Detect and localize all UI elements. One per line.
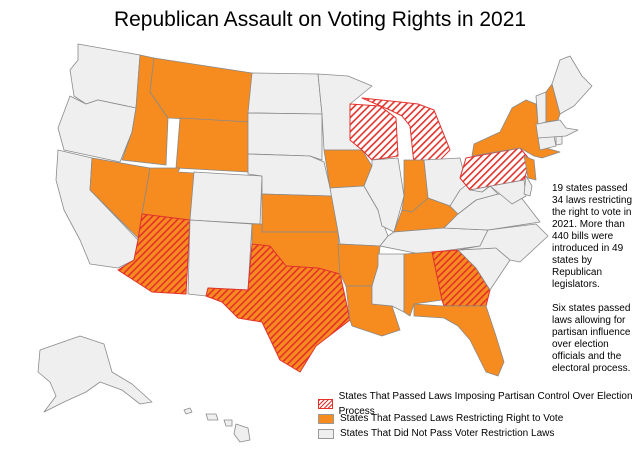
state-hawaii-island-1 xyxy=(183,407,193,415)
state-colorado xyxy=(189,171,263,225)
legend-label-restricting: States That Passed Laws Restricting Righ… xyxy=(340,413,564,424)
legend-swatch-none xyxy=(318,428,334,439)
sidebar-notes: 19 states passed 34 laws restricting the… xyxy=(552,183,638,387)
state-north-carolina xyxy=(457,223,549,263)
state-hawaii-island-2 xyxy=(205,413,219,421)
state-wisconsin xyxy=(349,103,399,161)
state-hawaii-island-3 xyxy=(223,419,233,427)
state-texas xyxy=(205,243,351,373)
state-utah xyxy=(141,167,195,221)
state-maine xyxy=(551,55,593,115)
state-south-dakota xyxy=(247,112,323,161)
legend-item-none: States That Did Not Pass Voter Restricti… xyxy=(318,426,640,441)
state-hawaii-island-4 xyxy=(233,423,251,443)
map-legend: States That Passed Laws Imposing Partisa… xyxy=(318,391,640,441)
state-illinois xyxy=(363,157,405,233)
state-rhode-island xyxy=(555,135,563,146)
sidebar-paragraph-1: 19 states passed 34 laws restricting the… xyxy=(552,183,633,290)
legend-swatch-partisan xyxy=(318,398,333,409)
state-north-dakota xyxy=(247,72,323,115)
state-vermont xyxy=(535,91,547,125)
state-alaska xyxy=(37,335,153,413)
state-massachusetts xyxy=(535,119,579,139)
state-wyoming xyxy=(175,117,251,173)
legend-item-partisan: States That Passed Laws Imposing Partisa… xyxy=(318,391,640,417)
state-washington xyxy=(69,43,141,109)
state-new-mexico xyxy=(187,219,253,297)
legend-label-none: States That Did Not Pass Voter Restricti… xyxy=(340,428,555,439)
state-kansas xyxy=(261,193,339,233)
state-maryland xyxy=(469,179,527,205)
state-iowa xyxy=(323,149,373,189)
legend-swatch-restricting xyxy=(318,413,334,424)
state-delaware xyxy=(523,175,533,197)
state-oregon xyxy=(57,95,137,163)
legend-label-partisan: States That Passed Laws Imposing Partisa… xyxy=(338,390,633,417)
state-florida xyxy=(413,303,505,377)
sidebar-paragraph-2: Six states passed laws allowing for part… xyxy=(552,303,631,374)
map-title: Republican Assault on Voting Rights in 2… xyxy=(113,8,527,31)
legend-item-restricting: States That Passed Laws Restricting Righ… xyxy=(318,411,640,426)
state-montana xyxy=(149,57,253,123)
state-new-hampshire xyxy=(545,83,561,123)
state-nevada xyxy=(89,157,151,239)
state-new-jersey xyxy=(523,155,537,181)
